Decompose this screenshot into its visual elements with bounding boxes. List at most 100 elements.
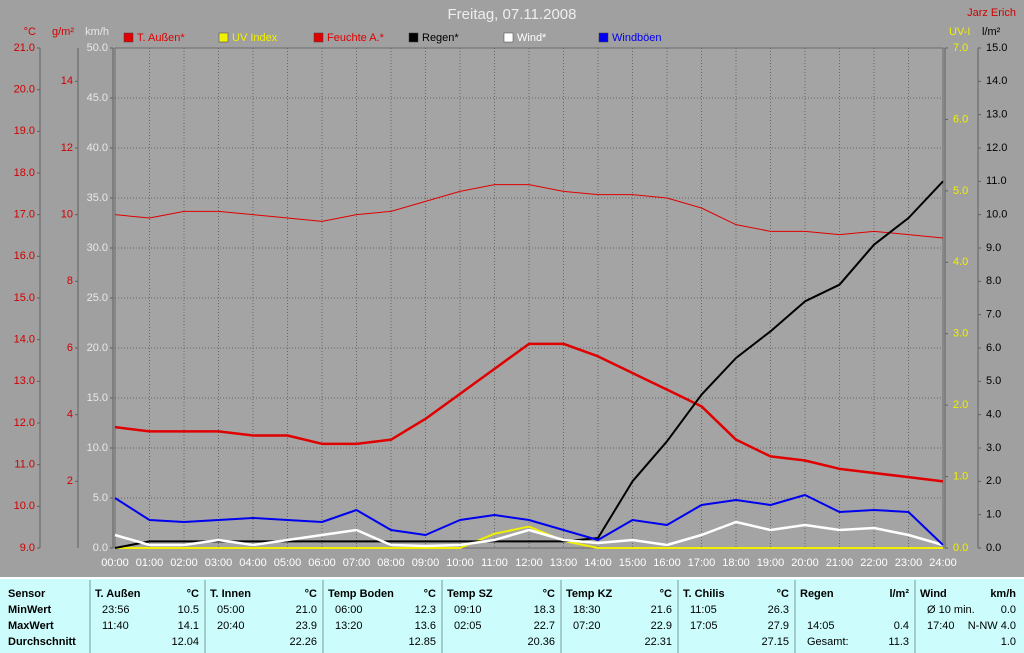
y-tick-label: 50.0: [87, 42, 108, 54]
y-tick-label: 15.0: [14, 292, 35, 304]
column-name: Wind: [920, 588, 947, 600]
cell-time: 11:40: [102, 620, 129, 632]
series-line: [114, 494, 944, 546]
x-tick-label: 04:00: [239, 557, 267, 569]
x-tick-label: 24:00: [929, 557, 957, 569]
y-tick-label: 1.0: [953, 470, 968, 482]
cell-value: 0.0: [1001, 604, 1016, 616]
y-tick-label: 11.0: [986, 175, 1007, 187]
y-tick-label: 35.0: [87, 192, 108, 204]
cell-value: 23.9: [296, 620, 317, 632]
legend-swatch: [408, 32, 419, 43]
author: Jarz Erich: [967, 7, 1016, 19]
row-label: Durchschnitt: [8, 636, 76, 648]
axis-title: g/m²: [52, 26, 74, 38]
x-tick-label: 01:00: [136, 557, 164, 569]
series-line: [115, 525, 943, 549]
column-unit: km/h: [990, 588, 1016, 600]
y-tick-label: 18.0: [14, 167, 35, 179]
legend-label: Regen*: [422, 32, 459, 44]
legend-label: T. Außen*: [137, 32, 185, 44]
legend-label: UV Index: [232, 32, 278, 44]
y-tick-label: 6.0: [953, 113, 968, 125]
cell-time: 09:10: [454, 604, 482, 616]
y-tick-label: 10.0: [87, 442, 108, 454]
cell-time: 23:56: [102, 604, 130, 616]
cell-value: 13.6: [415, 620, 436, 632]
column-name: Temp Boden: [328, 588, 394, 600]
y-tick-label: 14: [61, 75, 73, 87]
cell-value: 22.9: [651, 620, 672, 632]
legend-label: Wind*: [517, 32, 547, 44]
y-tick-label: 14.0: [986, 75, 1007, 87]
cell-time: Ø 10 min.: [927, 604, 975, 616]
column-unit: l/m²: [889, 588, 909, 600]
y-tick-label: 12.0: [986, 142, 1007, 154]
y-tick-label: 7.0: [986, 309, 1001, 321]
y-tick-label: 30.0: [87, 242, 108, 254]
cell-value: 21.0: [296, 604, 317, 616]
column-name: Temp KZ: [566, 588, 613, 600]
x-tick-label: 19:00: [757, 557, 785, 569]
cell-time: 17:05: [690, 620, 718, 632]
column-name: T. Außen: [95, 588, 141, 600]
axis-title: UV-I: [949, 26, 970, 38]
y-tick-label: 14.0: [14, 334, 35, 346]
y-tick-label: 12.0: [14, 417, 35, 429]
cell-value: 21.6: [651, 604, 672, 616]
y-tick-label: 2: [67, 475, 73, 487]
y-tick-label: 13.0: [986, 109, 1007, 121]
y-tick-label: 17.0: [14, 209, 35, 221]
cell-value: 0.4: [894, 620, 909, 632]
y-tick-label: 3.0: [986, 442, 1001, 454]
cell-value: 22.31: [644, 636, 672, 648]
y-tick-label: 8.0: [986, 275, 1001, 287]
cell-time: 17:40: [927, 620, 955, 632]
y-tick-label: 4.0: [986, 409, 1001, 421]
cell-value: 22.26: [289, 636, 317, 648]
x-tick-label: 17:00: [688, 557, 716, 569]
cell-value: 11.3: [888, 636, 909, 648]
cell-time: 11:05: [690, 604, 717, 616]
y-tick-label: 7.0: [953, 42, 968, 54]
y-tick-label: 2.0: [953, 399, 968, 411]
cell-time: 06:00: [335, 604, 363, 616]
y-tick-label: 45.0: [87, 92, 108, 104]
cell-time: 14:05: [807, 620, 835, 632]
column-unit: °C: [543, 588, 555, 600]
column-name: Temp SZ: [447, 588, 493, 600]
cell-value: 27.9: [768, 620, 789, 632]
cell-value: 26.3: [768, 604, 789, 616]
y-tick-label: 0.0: [953, 542, 968, 554]
y-tick-label: 10.0: [14, 500, 35, 512]
axis-title: km/h: [85, 26, 109, 38]
y-tick-label: 11.0: [14, 459, 35, 471]
legend-swatch: [313, 32, 324, 43]
x-tick-label: 15:00: [619, 557, 647, 569]
cell-value: 12.3: [415, 604, 436, 616]
y-tick-label: 15.0: [87, 392, 108, 404]
series-line: [114, 180, 944, 549]
cell-value: 10.5: [178, 604, 199, 616]
legend-label: Feuchte A.*: [327, 32, 385, 44]
cell-time: 18:30: [573, 604, 601, 616]
y-tick-label: 0.0: [93, 542, 108, 554]
x-tick-label: 09:00: [412, 557, 440, 569]
x-tick-label: 06:00: [308, 557, 336, 569]
y-tick-label: 12: [61, 142, 73, 154]
cell-value: 14.1: [178, 620, 199, 632]
y-tick-label: 15.0: [986, 42, 1007, 54]
y-tick-label: 3.0: [953, 328, 968, 340]
legend-swatch: [218, 32, 229, 43]
y-tick-label: 0.0: [986, 542, 1001, 554]
x-tick-label: 08:00: [377, 557, 405, 569]
x-tick-label: 10:00: [446, 557, 474, 569]
x-tick-label: 03:00: [205, 557, 233, 569]
x-tick-label: 00:00: [101, 557, 129, 569]
x-tick-label: 21:00: [826, 557, 854, 569]
cell-time: Gesamt:: [807, 636, 849, 648]
x-tick-label: 18:00: [722, 557, 750, 569]
column-name: T. Innen: [210, 588, 251, 600]
